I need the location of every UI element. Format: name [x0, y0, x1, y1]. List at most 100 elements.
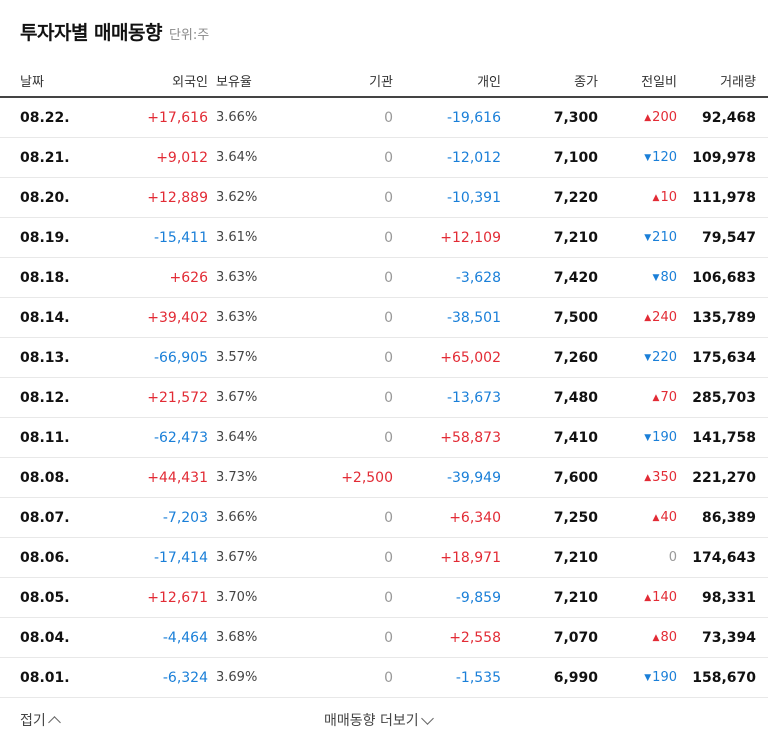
trading-table: 날짜 외국인 보유율 기관 개인 종가 전일비 거래량 08.22. +17,61…: [0, 64, 768, 698]
header-change: 전일비: [598, 64, 677, 98]
holding-cell: 3.62%: [216, 177, 286, 218]
table-row: 08.14. +39,402 3.63% 0 -38,501 7,500 ▲240 135,7…: [0, 297, 768, 338]
header-close: 종가: [501, 64, 598, 98]
institution-cell: 0: [286, 657, 393, 698]
close-cell: 7,420: [501, 257, 598, 298]
change-cell: ▼220: [598, 337, 677, 378]
foreign-cell: +17,616: [100, 97, 216, 138]
table-row: 08.20. +12,889 3.62% 0 -10,391 7,220 ▲10 111,97…: [0, 177, 768, 218]
volume-cell: 135,789: [677, 297, 768, 338]
individual-cell: -19,616: [393, 97, 501, 138]
foreign-cell: -17,414: [100, 537, 216, 578]
volume-cell: 106,683: [677, 257, 768, 298]
change-cell: ▲200: [598, 97, 677, 138]
table-row: 08.18. +626 3.63% 0 -3,628 7,420 ▼80 106,683: [0, 257, 768, 298]
date-cell: 08.05.: [0, 577, 100, 618]
individual-cell: +12,109: [393, 217, 501, 258]
institution-cell: 0: [286, 377, 393, 418]
individual-cell: +6,340: [393, 497, 501, 538]
change-value: 40: [660, 510, 677, 525]
holding-cell: 3.66%: [216, 97, 286, 138]
date-cell: 08.20.: [0, 177, 100, 218]
date-cell: 08.08.: [0, 457, 100, 498]
table-body: 08.22. +17,616 3.66% 0 -19,616 7,300 ▲200 92,46…: [0, 97, 768, 698]
change-cell: ▲40: [598, 497, 677, 538]
table-row: 08.19. -15,411 3.61% 0 +12,109 7,210 ▼210 79,54…: [0, 217, 768, 258]
change-value: 190: [652, 670, 677, 685]
individual-cell: -39,949: [393, 457, 501, 498]
change-cell: 0: [598, 537, 677, 578]
institution-cell: +2,500: [286, 457, 393, 498]
date-cell: 08.06.: [0, 537, 100, 578]
close-cell: 7,210: [501, 577, 598, 618]
close-cell: 7,300: [501, 97, 598, 138]
triangle-down-icon: ▼: [644, 233, 652, 243]
change-value: 210: [652, 230, 677, 245]
individual-cell: -9,859: [393, 577, 501, 618]
institution-cell: 0: [286, 537, 393, 578]
holding-cell: 3.66%: [216, 497, 286, 538]
table-header-row: 날짜 외국인 보유율 기관 개인 종가 전일비 거래량: [0, 64, 768, 98]
date-cell: 08.07.: [0, 497, 100, 538]
individual-cell: +2,558: [393, 617, 501, 658]
triangle-down-icon: ▼: [652, 273, 660, 283]
close-cell: 7,260: [501, 337, 598, 378]
holding-cell: 3.67%: [216, 377, 286, 418]
holding-cell: 3.70%: [216, 577, 286, 618]
volume-cell: 174,643: [677, 537, 768, 578]
foreign-cell: -4,464: [100, 617, 216, 658]
institution-cell: 0: [286, 177, 393, 218]
close-cell: 7,250: [501, 497, 598, 538]
individual-cell: -10,391: [393, 177, 501, 218]
change-cell: ▲140: [598, 577, 677, 618]
foreign-cell: +626: [100, 257, 216, 298]
institution-cell: 0: [286, 97, 393, 138]
holding-cell: 3.68%: [216, 617, 286, 658]
change-value: 240: [652, 310, 677, 325]
triangle-down-icon: ▼: [644, 353, 652, 363]
table-row: 08.01. -6,324 3.69% 0 -1,535 6,990 ▼190 158,670: [0, 657, 768, 698]
individual-cell: +65,002: [393, 337, 501, 378]
foreign-cell: -6,324: [100, 657, 216, 698]
change-value: 80: [660, 270, 677, 285]
fold-label: 접기: [20, 713, 46, 729]
close-cell: 7,100: [501, 137, 598, 178]
individual-cell: -12,012: [393, 137, 501, 178]
change-cell: ▼80: [598, 257, 677, 298]
volume-cell: 221,270: [677, 457, 768, 498]
volume-cell: 111,978: [677, 177, 768, 218]
table-row: 08.13. -66,905 3.57% 0 +65,002 7,260 ▼220 175,6…: [0, 337, 768, 378]
date-cell: 08.01.: [0, 657, 100, 698]
close-cell: 6,990: [501, 657, 598, 698]
change-cell: ▼190: [598, 657, 677, 698]
chevron-down-icon: [420, 712, 434, 725]
close-cell: 7,500: [501, 297, 598, 338]
foreign-cell: +21,572: [100, 377, 216, 418]
chevron-up-icon: [47, 716, 61, 729]
header-institution: 기관: [286, 64, 393, 98]
table-row: 08.04. -4,464 3.68% 0 +2,558 7,070 ▲80 73,394: [0, 617, 768, 658]
foreign-cell: +9,012: [100, 137, 216, 178]
table-row: 08.06. -17,414 3.67% 0 +18,971 7,210 0 174,643: [0, 537, 768, 578]
volume-cell: 158,670: [677, 657, 768, 698]
change-value: 140: [652, 590, 677, 605]
date-cell: 08.22.: [0, 97, 100, 138]
change-cell: ▲240: [598, 297, 677, 338]
fold-button[interactable]: 접기: [20, 710, 61, 730]
holding-cell: 3.73%: [216, 457, 286, 498]
more-trading-button[interactable]: 매매동향 더보기: [324, 710, 434, 730]
date-cell: 08.21.: [0, 137, 100, 178]
holding-cell: 3.63%: [216, 257, 286, 298]
foreign-cell: -66,905: [100, 337, 216, 378]
close-cell: 7,210: [501, 537, 598, 578]
change-cell: ▲350: [598, 457, 677, 498]
header-holding: 보유율: [216, 64, 286, 98]
close-cell: 7,410: [501, 417, 598, 458]
change-cell: ▲10: [598, 177, 677, 218]
institution-cell: 0: [286, 137, 393, 178]
institution-cell: 0: [286, 417, 393, 458]
change-value: 10: [660, 190, 677, 205]
institution-cell: 0: [286, 337, 393, 378]
individual-cell: +18,971: [393, 537, 501, 578]
